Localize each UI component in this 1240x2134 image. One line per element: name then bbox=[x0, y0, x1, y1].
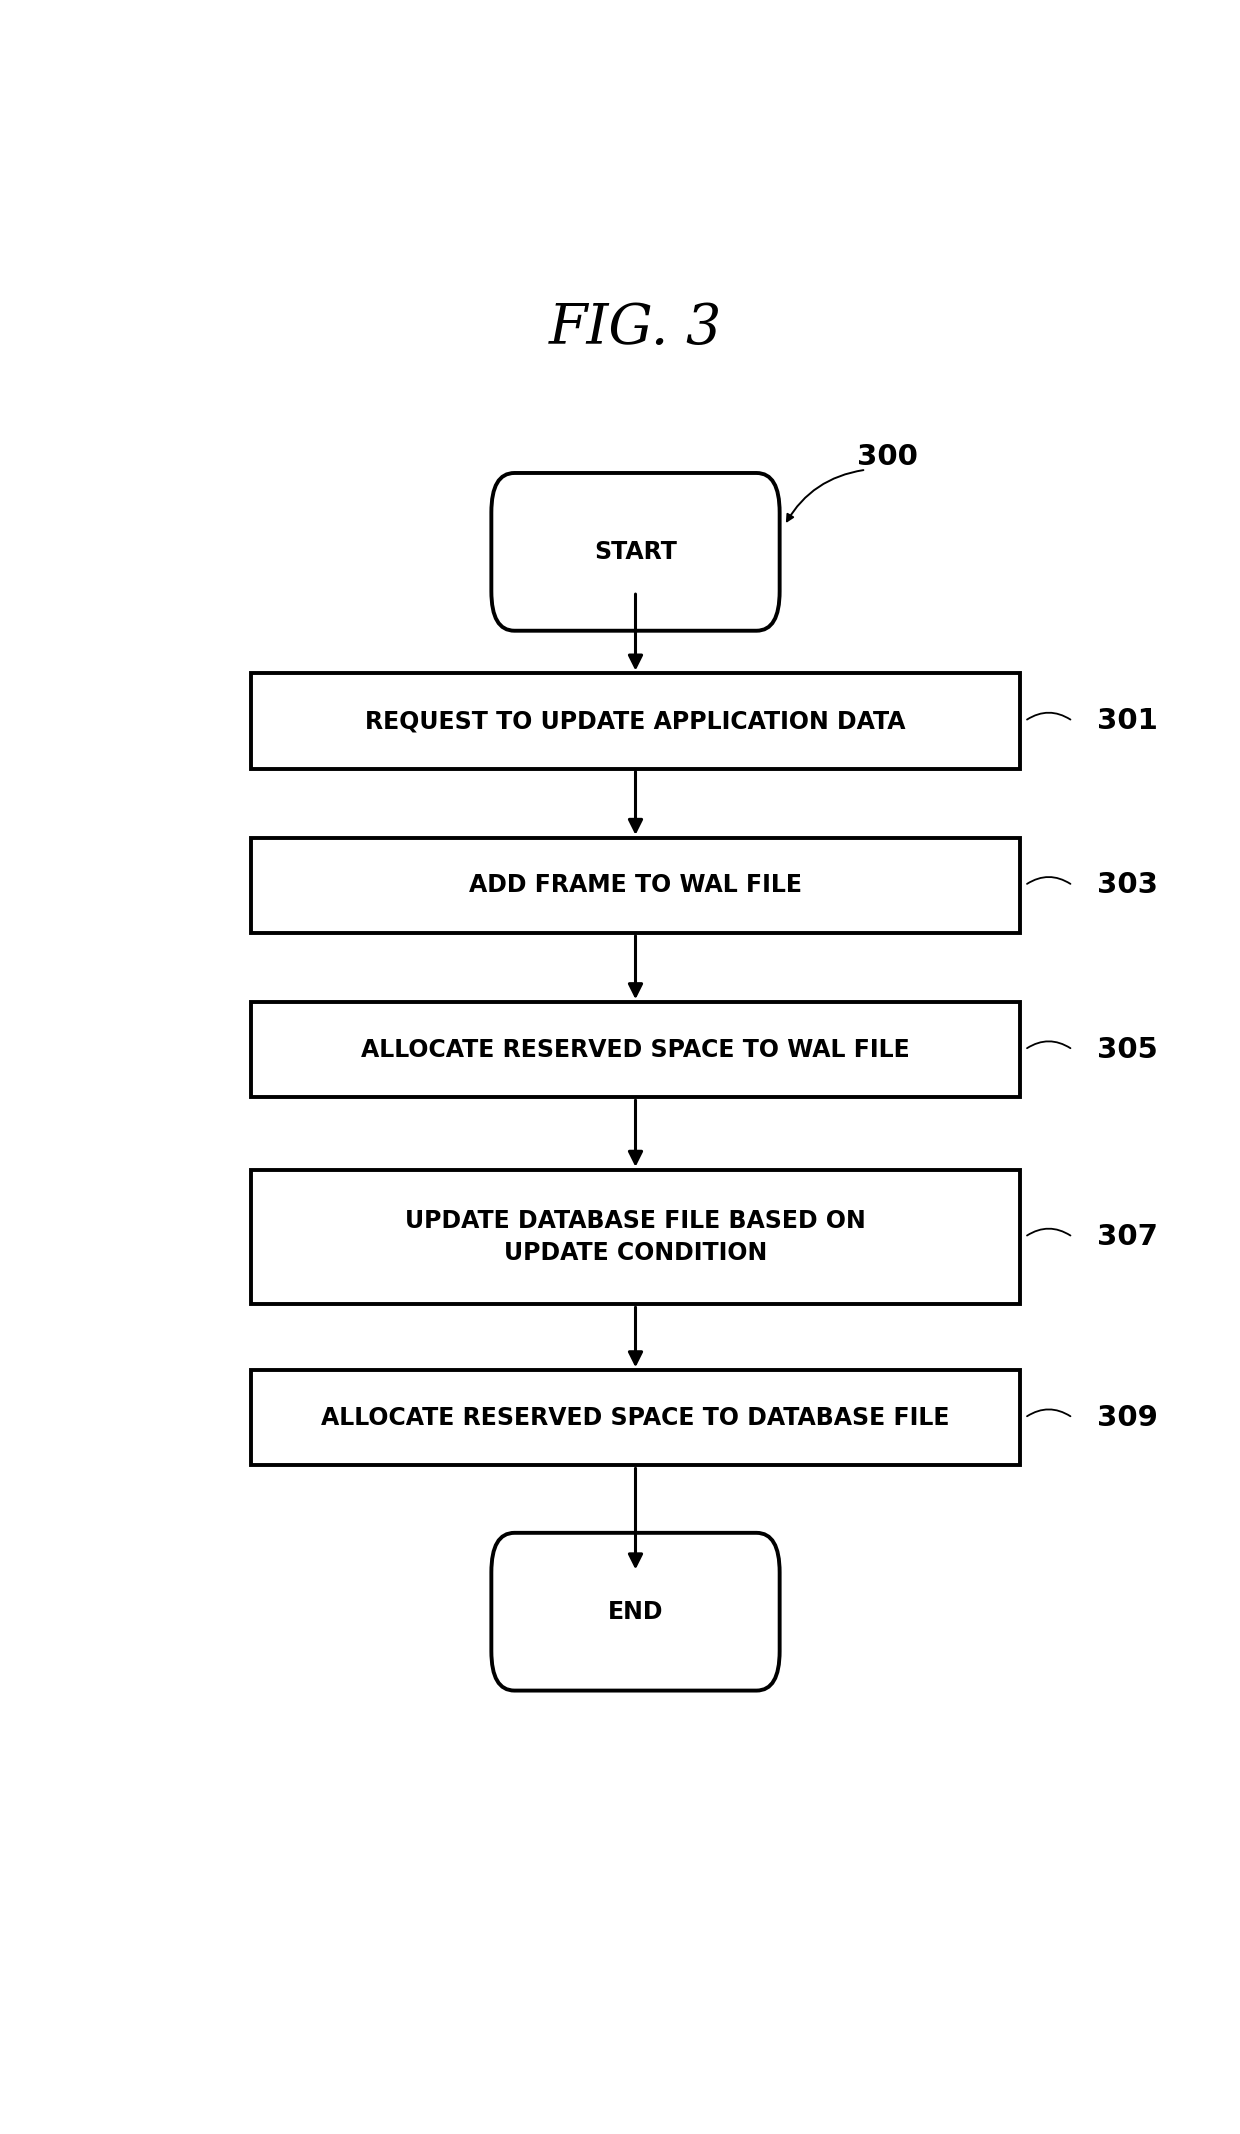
Bar bbox=[250, 839, 1021, 933]
Text: 309: 309 bbox=[1097, 1404, 1158, 1432]
Text: START: START bbox=[594, 540, 677, 563]
Text: FIG. 3: FIG. 3 bbox=[549, 301, 722, 356]
FancyBboxPatch shape bbox=[491, 474, 780, 632]
Text: ADD FRAME TO WAL FILE: ADD FRAME TO WAL FILE bbox=[469, 873, 802, 898]
Text: 305: 305 bbox=[1097, 1035, 1157, 1063]
Text: 307: 307 bbox=[1097, 1223, 1158, 1251]
FancyBboxPatch shape bbox=[491, 1532, 780, 1690]
Bar bbox=[250, 1003, 1021, 1097]
Bar bbox=[250, 674, 1021, 768]
Text: END: END bbox=[608, 1600, 663, 1624]
Text: 301: 301 bbox=[1097, 706, 1158, 734]
Text: ALLOCATE RESERVED SPACE TO DATABASE FILE: ALLOCATE RESERVED SPACE TO DATABASE FILE bbox=[321, 1406, 950, 1430]
Text: 300: 300 bbox=[857, 442, 918, 472]
Text: ALLOCATE RESERVED SPACE TO WAL FILE: ALLOCATE RESERVED SPACE TO WAL FILE bbox=[361, 1037, 910, 1063]
Bar bbox=[250, 1370, 1021, 1466]
Text: REQUEST TO UPDATE APPLICATION DATA: REQUEST TO UPDATE APPLICATION DATA bbox=[366, 708, 905, 734]
Text: 303: 303 bbox=[1097, 871, 1158, 898]
Bar bbox=[250, 1169, 1021, 1304]
Text: UPDATE DATABASE FILE BASED ON
UPDATE CONDITION: UPDATE DATABASE FILE BASED ON UPDATE CON… bbox=[405, 1208, 866, 1265]
